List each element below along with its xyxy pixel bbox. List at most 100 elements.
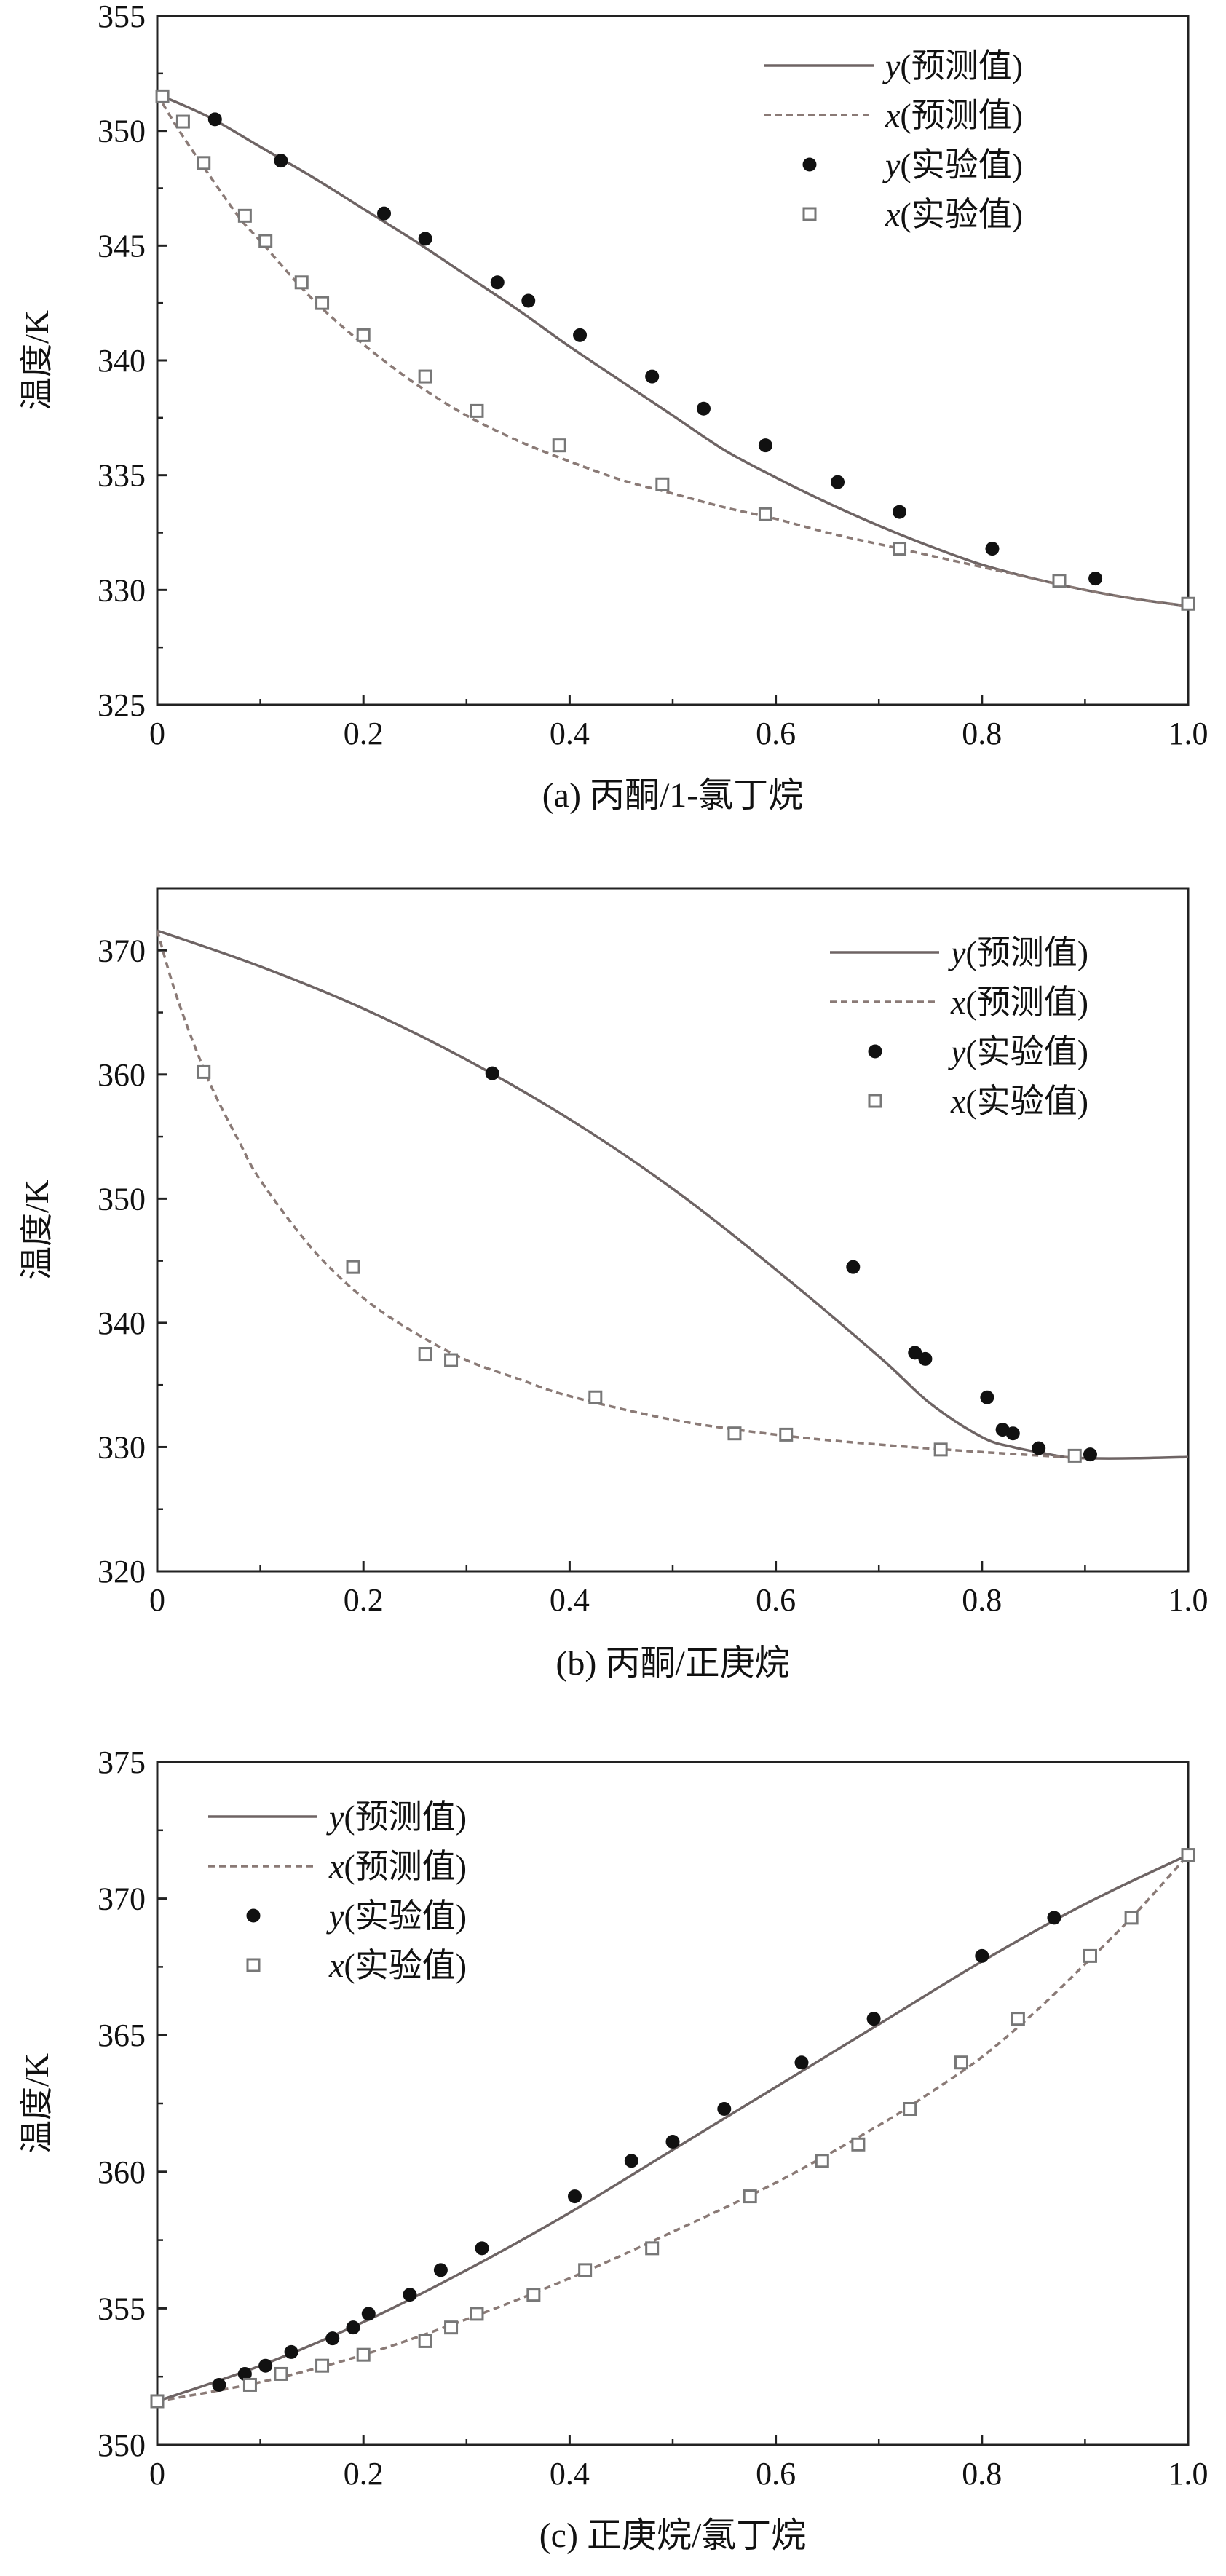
legend: y(预测值) x(预测值) y(实验值) x(实验值) <box>208 1798 467 1984</box>
legend-label: y(实验值) <box>882 146 1023 183</box>
y-tick-label: 325 <box>98 687 146 723</box>
plot-area <box>157 1854 1188 2403</box>
y-experimental-point <box>717 2102 732 2117</box>
x-predicted-curve <box>157 1854 1188 2403</box>
legend-dot-marker <box>802 157 817 172</box>
y-tick-label: 345 <box>98 228 146 264</box>
x-tick-label: 1.0 <box>1168 716 1209 751</box>
x-experimental-point <box>1124 1911 1139 1925</box>
x-tick-label: 0.4 <box>550 716 590 751</box>
y-tick-label: 355 <box>98 0 146 34</box>
legend-label: y(预测值) <box>882 47 1023 84</box>
legend-dot-marker <box>246 1908 261 1923</box>
y-tick-label: 350 <box>98 1181 146 1217</box>
x-experimental-point <box>242 2377 257 2392</box>
x-experimental-point <box>258 234 273 248</box>
y-experimental-point <box>893 505 907 519</box>
y-experimental-point <box>645 369 660 384</box>
x-experimental-point <box>470 403 484 418</box>
y-experimental-point <box>490 275 505 290</box>
x-tick-label: 0.6 <box>756 2456 796 2492</box>
y-tick-label: 340 <box>98 343 146 379</box>
x-experimental-point <box>893 542 907 556</box>
x-experimental-point <box>155 89 170 103</box>
y-experimental-point <box>567 2189 582 2204</box>
x-experimental-point <box>1181 1848 1195 1862</box>
legend-label: x(实验值) <box>950 1083 1088 1120</box>
y-experimental-point <box>207 112 222 127</box>
legend-square-marker <box>868 1094 882 1108</box>
y-tick-label: 360 <box>98 2154 146 2190</box>
y-experimental-point <box>403 2288 417 2302</box>
x-experimental-point <box>903 2102 917 2117</box>
y-experimental-point <box>573 328 588 342</box>
y-tick-label: 330 <box>98 572 146 608</box>
y-experimental-point <box>433 2263 448 2277</box>
legend-square-marker <box>246 1958 261 1972</box>
y-experimental-point <box>1032 1441 1046 1455</box>
y-experimental-point <box>346 2320 360 2335</box>
plot-frame <box>156 15 1190 706</box>
y-experimental-point <box>846 1260 861 1274</box>
y-tick-label: 370 <box>98 933 146 968</box>
legend-label: x(预测值) <box>328 1848 467 1885</box>
y-experimental-point <box>985 542 1000 556</box>
y-experimental-point <box>377 206 392 221</box>
legend-label: y(预测值) <box>326 1798 467 1836</box>
x-tick-label: 0.6 <box>756 716 796 751</box>
y-experimental-point <box>908 1346 922 1360</box>
x-experimental-point <box>526 2288 541 2302</box>
x-experimental-point <box>655 477 670 491</box>
plot-area <box>157 929 1188 1460</box>
legend-label: y(预测值) <box>948 934 1088 971</box>
x-predicted-curve <box>157 930 1085 1460</box>
x-tick-label: 0.8 <box>962 2456 1002 2492</box>
y-predicted-curve <box>157 92 1188 608</box>
y-axis-label: 温度/K <box>18 1180 55 1280</box>
y-experimental-point <box>624 2154 638 2168</box>
x-tick-label: 0.2 <box>344 2456 384 2492</box>
x-experimental-point <box>552 438 566 453</box>
x-tick-label: 1.0 <box>1168 1582 1209 1618</box>
x-experimental-point <box>588 1390 603 1404</box>
x-experimental-point <box>418 1347 432 1362</box>
legend-label: x(实验值) <box>885 196 1023 233</box>
x-experimental-point <box>197 156 211 170</box>
x-experimental-point <box>1052 574 1067 588</box>
x-predicted-curve <box>157 93 1188 608</box>
x-experimental-point <box>418 369 432 384</box>
x-tick-label: 0.6 <box>756 1582 796 1618</box>
x-experimental-point <box>237 208 252 223</box>
y-experimental-point <box>237 2366 252 2381</box>
y-axis-label: 温度/K <box>18 2053 55 2154</box>
x-experimental-point <box>274 2366 288 2381</box>
x-experimental-point <box>1083 1948 1097 1963</box>
y-experimental-point <box>1088 572 1103 586</box>
x-tick-label: 0.4 <box>550 1582 590 1618</box>
x-experimental-point <box>645 2241 660 2256</box>
x-tick-label: 0.4 <box>550 2456 590 2492</box>
y-experimental-point <box>418 232 432 246</box>
y-experimental-point <box>274 154 288 168</box>
x-experimental-point <box>315 2358 330 2373</box>
y-tick-label: 365 <box>98 2018 146 2053</box>
x-experimental-point <box>294 275 309 290</box>
x-experimental-point <box>444 1353 459 1367</box>
x-experimental-point <box>1181 596 1195 611</box>
x-experimental-point <box>933 1442 948 1457</box>
y-experimental-point <box>325 2331 340 2346</box>
y-experimental-point <box>665 2135 680 2149</box>
chart-caption: (a) 丙酮/1-氯丁烷 <box>542 776 804 815</box>
y-experimental-point <box>866 2012 881 2026</box>
x-experimental-point <box>578 2263 593 2277</box>
legend-square-marker <box>802 207 817 221</box>
y-experimental-point <box>758 438 772 453</box>
x-experimental-point <box>418 2334 432 2348</box>
y-tick-label: 340 <box>98 1305 146 1341</box>
x-experimental-point <box>743 2189 757 2204</box>
y-experimental-point <box>794 2055 809 2070</box>
y-experimental-point <box>485 1066 499 1080</box>
x-experimental-point <box>197 1064 211 1079</box>
y-experimental-point <box>980 1390 994 1404</box>
legend: y(预测值) x(预测值) y(实验值) x(实验值) <box>830 934 1088 1120</box>
